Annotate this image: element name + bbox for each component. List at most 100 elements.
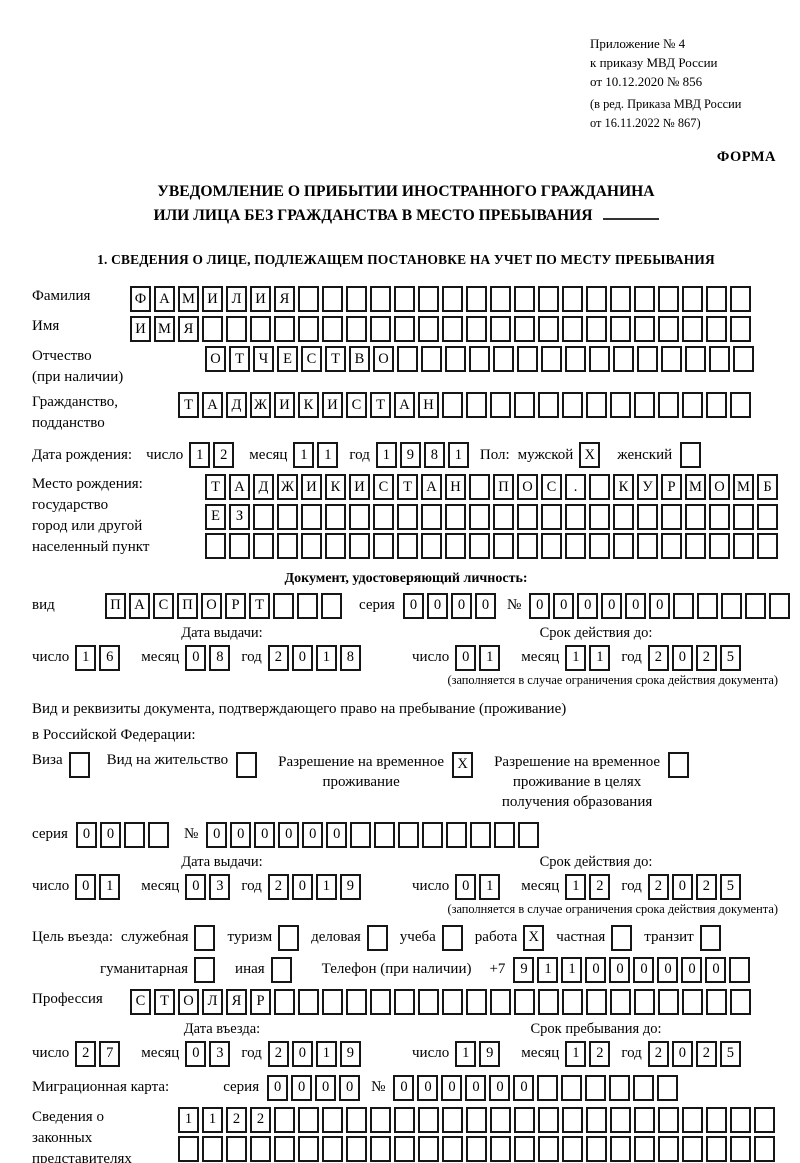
form-cell[interactable]: 0 (291, 1040, 313, 1067)
form-cell[interactable] (421, 346, 442, 372)
form-cell[interactable] (637, 346, 658, 372)
form-cell[interactable]: Я (178, 316, 199, 342)
form-cell[interactable]: К (613, 474, 634, 500)
form-cell[interactable] (658, 316, 679, 342)
form-cell[interactable]: Я (274, 286, 295, 312)
form-cell[interactable]: Ж (277, 474, 298, 500)
form-cell[interactable] (538, 1136, 559, 1162)
form-cell[interactable] (466, 316, 487, 342)
form-cell[interactable]: Т (154, 988, 175, 1015)
form-cell[interactable] (754, 1136, 775, 1162)
form-cell[interactable] (730, 1136, 751, 1162)
form-cell[interactable]: И (250, 286, 271, 312)
form-cell[interactable] (610, 286, 631, 312)
form-cell[interactable]: 5 (719, 644, 741, 671)
form-cell[interactable] (422, 821, 444, 848)
form-cell[interactable]: Ф (130, 286, 151, 312)
form-cell[interactable]: 9 (399, 442, 421, 468)
form-cell[interactable] (370, 316, 391, 342)
form-cell[interactable]: П (177, 592, 198, 619)
form-cell[interactable]: 0 (185, 644, 207, 671)
form-cell[interactable] (490, 1136, 511, 1162)
form-cell[interactable] (610, 392, 631, 418)
form-cell[interactable] (565, 503, 586, 530)
form-cell[interactable] (613, 503, 634, 530)
form-cell[interactable] (123, 821, 145, 848)
form-cell[interactable]: С (130, 988, 151, 1015)
form-cell[interactable]: 1 (565, 1040, 587, 1067)
form-cell[interactable]: 1 (561, 956, 583, 983)
form-cell[interactable]: 1 (202, 1106, 223, 1133)
form-cell[interactable]: 0 (302, 821, 324, 848)
form-cell[interactable]: 0 (489, 1074, 511, 1101)
form-cell[interactable]: Т (397, 474, 418, 500)
form-cell[interactable] (397, 346, 418, 372)
form-cell[interactable]: 0 (671, 1040, 693, 1067)
form-cell[interactable] (538, 1106, 559, 1133)
form-cell[interactable]: 2 (75, 1040, 97, 1067)
form-cell[interactable] (565, 346, 586, 372)
form-cell[interactable]: 1 (537, 956, 559, 983)
form-cell[interactable] (517, 533, 538, 559)
form-cell[interactable] (517, 346, 538, 372)
form-cell[interactable]: К (298, 392, 319, 418)
form-cell[interactable] (418, 1106, 439, 1133)
form-cell[interactable] (709, 533, 730, 559)
form-cell[interactable] (366, 924, 388, 951)
form-cell[interactable] (370, 1106, 391, 1133)
form-cell[interactable] (322, 1106, 343, 1133)
form-cell[interactable] (421, 503, 442, 530)
form-cell[interactable] (518, 821, 540, 848)
form-cell[interactable] (562, 1136, 583, 1162)
form-cell[interactable] (466, 1106, 487, 1133)
form-cell[interactable] (469, 503, 490, 530)
form-cell[interactable]: О (201, 592, 222, 619)
form-cell[interactable]: С (153, 592, 174, 619)
form-cell[interactable] (418, 286, 439, 312)
form-cell[interactable]: 1 (293, 442, 315, 468)
form-cell[interactable] (657, 1074, 679, 1101)
form-cell[interactable] (466, 988, 487, 1015)
form-cell[interactable]: 0 (441, 1074, 463, 1101)
form-cell[interactable]: 0 (577, 592, 599, 619)
form-cell[interactable]: 1 (315, 1040, 337, 1067)
form-cell[interactable] (469, 346, 490, 372)
form-cell[interactable] (682, 286, 703, 312)
form-cell[interactable] (709, 346, 730, 372)
form-cell[interactable]: 0 (657, 956, 679, 983)
form-cell[interactable] (658, 286, 679, 312)
form-cell[interactable] (298, 316, 319, 342)
form-cell[interactable] (278, 924, 300, 951)
form-cell[interactable]: . (565, 474, 586, 500)
form-cell[interactable]: 2 (647, 1040, 669, 1067)
form-cell[interactable] (253, 533, 274, 559)
form-cell[interactable] (346, 1106, 367, 1133)
form-cell[interactable]: 5 (719, 873, 741, 900)
form-cell[interactable]: 0 (513, 1074, 535, 1101)
form-cell[interactable] (322, 1136, 343, 1162)
form-cell[interactable]: И (349, 474, 370, 500)
form-cell[interactable]: И (274, 392, 295, 418)
form-cell[interactable]: 1 (315, 873, 337, 900)
form-cell[interactable] (147, 821, 169, 848)
form-cell[interactable] (274, 988, 295, 1015)
form-cell[interactable] (634, 1136, 655, 1162)
form-cell[interactable] (733, 346, 754, 372)
form-cell[interactable] (397, 533, 418, 559)
form-cell[interactable] (565, 533, 586, 559)
form-cell[interactable]: X (452, 751, 474, 778)
form-cell[interactable] (273, 592, 294, 619)
form-cell[interactable]: 0 (426, 592, 448, 619)
form-cell[interactable] (346, 286, 367, 312)
form-cell[interactable]: О (709, 474, 730, 500)
form-cell[interactable] (194, 956, 216, 983)
form-cell[interactable] (658, 1136, 679, 1162)
form-cell[interactable] (398, 821, 420, 848)
form-cell[interactable] (442, 1136, 463, 1162)
form-cell[interactable]: 0 (326, 821, 348, 848)
form-cell[interactable] (706, 392, 727, 418)
form-cell[interactable] (658, 988, 679, 1015)
form-cell[interactable] (637, 533, 658, 559)
form-cell[interactable]: Н (418, 392, 439, 418)
form-cell[interactable] (769, 592, 791, 619)
